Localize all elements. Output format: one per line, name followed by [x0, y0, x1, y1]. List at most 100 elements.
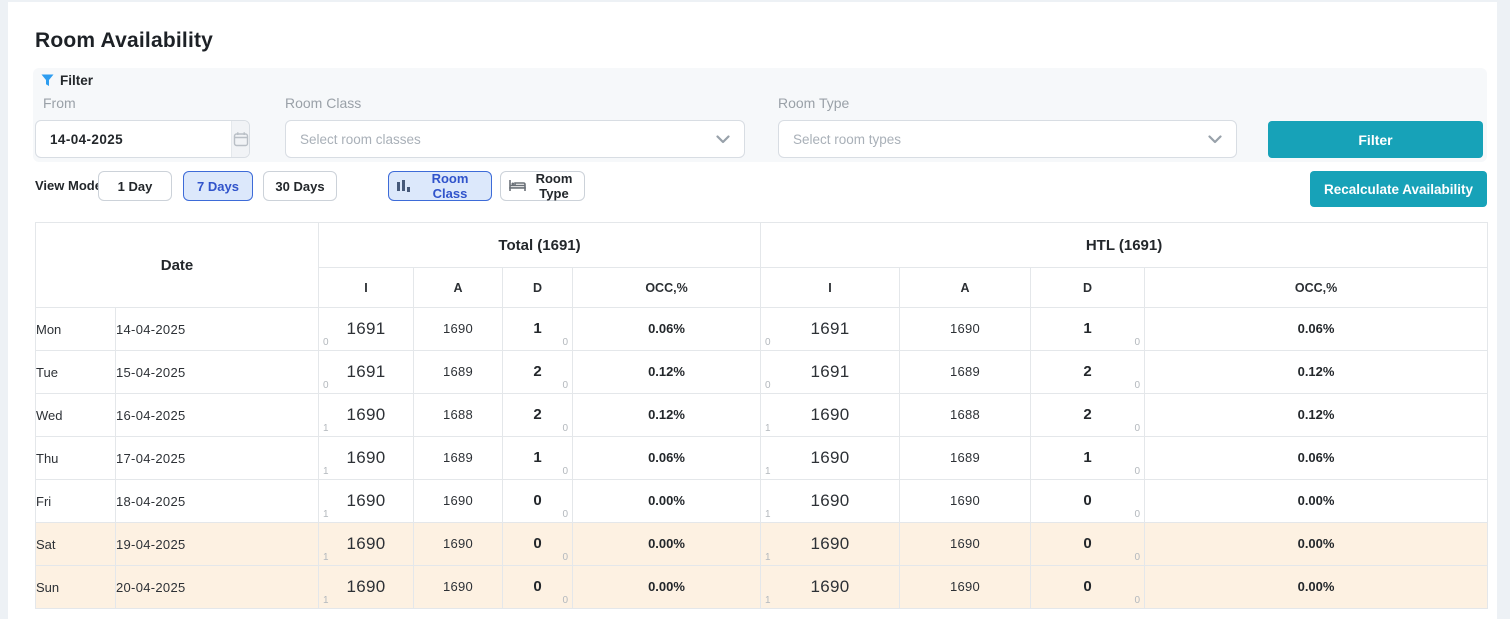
htl-occupancy-cell: 0.06% [1144, 436, 1489, 480]
total-occupancy-cell: 0.00% [572, 479, 762, 523]
calendar-icon [233, 131, 249, 147]
total-occupancy-cell: 0.00% [572, 565, 762, 609]
day-cell: Fri [35, 479, 116, 523]
htl-occupancy-cell: 0.00% [1144, 522, 1489, 566]
chevron-down-icon [1208, 134, 1222, 144]
total-occupancy-cell: 0.06% [572, 307, 762, 351]
htl-col-i: I [760, 267, 901, 308]
view-mode-30-days-button[interactable]: 30 Days [263, 171, 337, 201]
total-inventory-cell: 1690 1 [318, 522, 415, 566]
day-cell: Sat [35, 522, 116, 566]
total-available-cell: 1690 [413, 307, 504, 351]
htl-inventory-cell: 1690 1 [760, 565, 901, 609]
htl-col-a: A [899, 267, 1032, 308]
recalculate-availability-button[interactable]: Recalculate Availability [1310, 171, 1487, 207]
total-available-cell: 1689 [413, 350, 504, 394]
total-col-a: A [413, 267, 504, 308]
room-type-placeholder: Select room types [793, 131, 902, 147]
htl-occupancy-cell: 0.00% [1144, 565, 1489, 609]
htl-available-cell: 1689 [899, 350, 1032, 394]
total-available-cell: 1690 [413, 522, 504, 566]
htl-available-cell: 1690 [899, 522, 1032, 566]
filter-funnel-icon [41, 74, 54, 87]
total-available-cell: 1690 [413, 479, 504, 523]
availability-table: Date Total (1691) HTL (1691) I A D OCC,%… [34, 222, 1489, 609]
htl-inventory-cell: 1690 1 [760, 522, 901, 566]
group-by-room-type-button[interactable]: Room Type [500, 171, 585, 201]
day-cell: Sun [35, 565, 116, 609]
total-inventory-cell: 1690 1 [318, 436, 415, 480]
bed-icon [509, 180, 526, 192]
date-cell: 20-04-2025 [114, 565, 320, 609]
htl-col-occ: OCC,% [1144, 267, 1489, 308]
total-occupancy-cell: 0.12% [572, 350, 762, 394]
total-inventory-cell: 1690 1 [318, 393, 415, 437]
view-mode-1-day-button[interactable]: 1 Day [98, 171, 172, 201]
total-col-d: D [502, 267, 574, 308]
content-card: Room Availability Filter From [8, 2, 1497, 619]
date-cell: 17-04-2025 [114, 436, 320, 480]
htl-occupancy-cell: 0.12% [1144, 350, 1489, 394]
total-occupancy-cell: 0.06% [572, 436, 762, 480]
htl-available-cell: 1688 [899, 393, 1032, 437]
htl-inventory-cell: 1690 1 [760, 436, 901, 480]
htl-group-header: HTL (1691) [760, 222, 1489, 268]
total-occupancy-cell: 0.00% [572, 522, 762, 566]
calendar-icon-button[interactable] [231, 121, 249, 157]
room-type-label: Room Type [778, 95, 850, 111]
room-type-select[interactable]: Select room types [778, 120, 1237, 158]
date-cell: 16-04-2025 [114, 393, 320, 437]
filter-button[interactable]: Filter [1268, 121, 1483, 158]
date-column-header: Date [34, 222, 320, 308]
htl-available-cell: 1689 [899, 436, 1032, 480]
day-cell: Mon [35, 307, 116, 351]
day-cell: Thu [35, 436, 116, 480]
room-class-label: Room Class [285, 95, 362, 111]
bar-chart-icon [397, 179, 411, 193]
from-date-input[interactable] [36, 121, 231, 157]
chevron-down-icon [716, 134, 730, 144]
view-mode-7-days-button[interactable]: 7 Days [183, 171, 253, 201]
date-cell: 15-04-2025 [114, 350, 320, 394]
page-title: Room Availability [35, 29, 214, 52]
from-date-field [35, 120, 250, 158]
filter-header: Filter [41, 73, 93, 88]
day-cell: Wed [35, 393, 116, 437]
view-mode-label: View Mode [35, 178, 102, 193]
htl-occupancy-cell: 0.00% [1144, 479, 1489, 523]
total-inventory-cell: 1691 0 [318, 350, 415, 394]
group-by-room-class-label: Room Class [431, 171, 469, 201]
date-cell: 18-04-2025 [114, 479, 320, 523]
htl-available-cell: 1690 [899, 565, 1032, 609]
htl-col-d: D [1030, 267, 1146, 308]
day-cell: Tue [35, 350, 116, 394]
total-inventory-cell: 1690 1 [318, 565, 415, 609]
room-class-select[interactable]: Select room classes [285, 120, 745, 158]
total-available-cell: 1689 [413, 436, 504, 480]
total-col-i: I [318, 267, 415, 308]
htl-inventory-cell: 1691 0 [760, 350, 901, 394]
htl-occupancy-cell: 0.06% [1144, 307, 1489, 351]
htl-inventory-cell: 1691 0 [760, 307, 901, 351]
htl-inventory-cell: 1690 1 [760, 393, 901, 437]
total-inventory-cell: 1690 1 [318, 479, 415, 523]
total-occupancy-cell: 0.12% [572, 393, 762, 437]
group-by-room-class-button[interactable]: Room Class [388, 171, 492, 201]
